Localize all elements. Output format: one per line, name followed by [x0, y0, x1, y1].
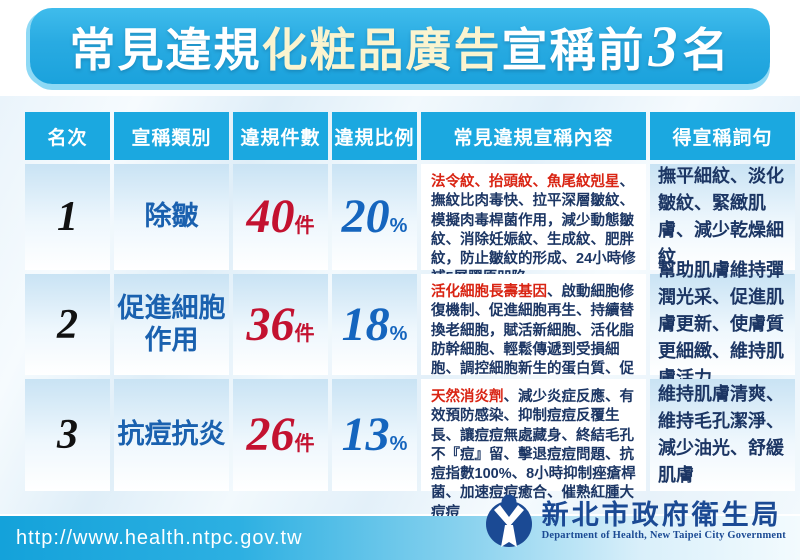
count-unit: 件	[294, 433, 315, 455]
title-part-3: 名	[682, 23, 731, 76]
table-row-2-category: 促進細胞作用	[114, 274, 229, 375]
org-logo-text: 新北市政府衛生局 Department of Health, New Taipe…	[541, 499, 786, 542]
table-row-1-rank: 1	[25, 164, 110, 270]
violations-table: 名次 宣稱類別 違規件數 違規比例 常見違規宣稱內容 得宣稱詞句 1 除皺 40…	[25, 112, 795, 521]
page-title: 常見違規化粧品廣告宣稱前3名	[70, 13, 731, 80]
table-row-2-rank: 2	[25, 274, 110, 375]
table-row-2-percent: 18%	[332, 274, 417, 375]
title-part-cream: 化粧品廣告	[261, 23, 502, 76]
header-content: 常見違規宣稱內容	[421, 112, 646, 160]
header-allowed: 得宣稱詞句	[650, 112, 795, 160]
title-part-1: 常見違規	[69, 23, 262, 76]
header-percent: 違規比例	[332, 112, 417, 160]
table-row-3-category: 抗痘抗炎	[114, 379, 229, 491]
header-count: 違規件數	[233, 112, 328, 160]
footer-bar: http://www.health.ntpc.gov.tw	[0, 516, 800, 560]
title-part-2: 宣稱前	[501, 23, 646, 76]
org-logo: 新北市政府衛生局 Department of Health, New Taipe…	[484, 494, 786, 548]
percent-unit: %	[389, 322, 408, 345]
table-row-2-allowed: 幫助肌膚維持彈潤光采、促進肌膚更新、使膚質更細緻、維持肌膚活力	[650, 260, 795, 388]
table-row-3-count: 26件	[233, 379, 328, 491]
table-row-3-percent: 13%	[332, 379, 417, 491]
table-row-1-category: 除皺	[114, 164, 229, 270]
title-banner: 常見違規化粧品廣告宣稱前3名	[30, 8, 770, 84]
footer-url[interactable]: http://www.health.ntpc.gov.tw	[16, 526, 303, 549]
header-rank: 名次	[25, 112, 110, 160]
content-highlight: 活化細胞長壽基因	[431, 284, 547, 300]
content-highlight: 法令紋、抬頭紋、魚尾紋剋星	[431, 174, 620, 190]
content-rest: 、撫紋比肉毒快、拉平深層皺紋、模擬肉毒桿菌作用，減少動態皺紋、消除妊娠紋、生成紋…	[431, 174, 636, 286]
header-category: 宣稱類別	[114, 112, 229, 160]
table-row-1-content: 法令紋、抬頭紋、魚尾紋剋星、撫紋比肉毒快、拉平深層皺紋、模擬肉毒桿菌作用，減少動…	[421, 164, 646, 286]
content-highlight: 天然消炎劑	[431, 389, 504, 405]
percent-unit: %	[389, 215, 408, 237]
org-name-en: Department of Health, New Taipei City Go…	[541, 530, 786, 542]
percent-unit: %	[389, 433, 408, 455]
org-name-zh: 新北市政府衛生局	[541, 499, 782, 530]
count-unit: 件	[294, 322, 315, 345]
table-row-2-content: 活化細胞長壽基因、啟動細胞修復機制、促進細胞再生、持續替換老細胞，賦活新細胞、活…	[421, 274, 646, 396]
table-row-1-count: 40件	[233, 164, 328, 270]
table-row-1-percent: 20%	[332, 164, 417, 270]
table-row-2-count: 36件	[233, 274, 328, 375]
content-rest: 、減少炎症反應、有效預防感染、抑制痘痘反覆生長、讓痘痘無處藏身、終結毛孔不『痘』…	[431, 389, 636, 521]
table-row-1-allowed: 撫平細紋、淡化皺紋、緊緻肌膚、減少乾燥細紋	[650, 164, 795, 270]
table-row-3-content: 天然消炎劑、減少炎症反應、有效預防感染、抑制痘痘反覆生長、讓痘痘無處藏身、終結毛…	[421, 379, 646, 521]
health-department-logo-icon	[485, 494, 532, 547]
table-row-3-allowed: 維持肌膚清爽、維持毛孔潔淨、減少油光、舒緩肌膚	[650, 379, 795, 491]
count-unit: 件	[294, 215, 315, 237]
title-number-3: 3	[648, 13, 680, 79]
table-row-3-rank: 3	[25, 379, 110, 491]
